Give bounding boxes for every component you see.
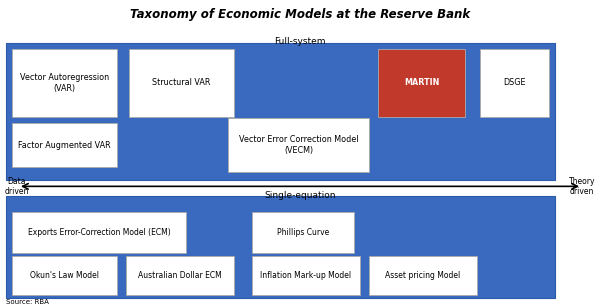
Text: Okun's Law Model: Okun's Law Model <box>30 271 99 280</box>
Bar <box>252 212 354 253</box>
Bar <box>12 212 186 253</box>
Text: Data
driven: Data driven <box>5 177 29 196</box>
Bar <box>6 196 555 298</box>
Text: Vector Error Correction Model
(VECM): Vector Error Correction Model (VECM) <box>239 135 358 155</box>
Text: Factor Augmented VAR: Factor Augmented VAR <box>18 141 111 150</box>
Text: Exports Error-Correction Model (ECM): Exports Error-Correction Model (ECM) <box>28 228 170 237</box>
Text: Full-system: Full-system <box>274 37 326 46</box>
Bar <box>378 49 465 117</box>
Bar <box>126 256 234 295</box>
Text: Single-equation: Single-equation <box>264 191 336 200</box>
Text: Phillips Curve: Phillips Curve <box>277 228 329 237</box>
Text: DSGE: DSGE <box>503 78 526 87</box>
Bar <box>12 49 117 117</box>
Bar <box>129 49 234 117</box>
Bar <box>252 256 360 295</box>
Text: Vector Autoregression
(VAR): Vector Autoregression (VAR) <box>20 73 109 93</box>
Text: Inflation Mark-up Model: Inflation Mark-up Model <box>260 271 352 280</box>
Bar <box>12 123 117 167</box>
Bar <box>6 43 555 180</box>
Text: Source: RBA: Source: RBA <box>6 298 49 305</box>
Text: Australian Dollar ECM: Australian Dollar ECM <box>138 271 222 280</box>
Text: Theory
driven: Theory driven <box>569 177 595 196</box>
Text: Asset pricing Model: Asset pricing Model <box>385 271 461 280</box>
Bar <box>369 256 477 295</box>
Text: MARTIN: MARTIN <box>404 78 439 87</box>
Text: Structural VAR: Structural VAR <box>152 78 211 87</box>
Bar <box>12 256 117 295</box>
Bar <box>480 49 549 117</box>
Bar <box>228 118 369 172</box>
Text: Taxonomy of Economic Models at the Reserve Bank: Taxonomy of Economic Models at the Reser… <box>130 8 470 21</box>
